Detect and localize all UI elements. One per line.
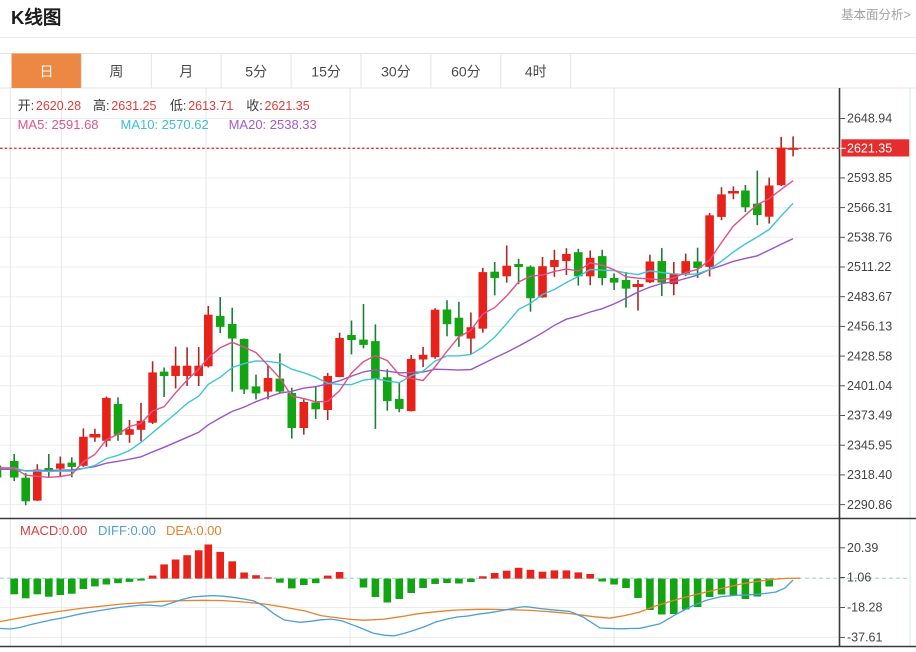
svg-text:4时: 4时 bbox=[525, 64, 547, 80]
svg-text:-18.28: -18.28 bbox=[847, 601, 882, 615]
svg-text:2613.71: 2613.71 bbox=[188, 99, 233, 113]
svg-text:20.39: 20.39 bbox=[847, 541, 878, 555]
svg-text:MA20: 2538.33: MA20: 2538.33 bbox=[229, 117, 317, 132]
svg-text:2456.13: 2456.13 bbox=[847, 320, 892, 334]
svg-text:周: 周 bbox=[109, 64, 123, 80]
svg-text:2483.67: 2483.67 bbox=[847, 290, 892, 304]
svg-text:2620.28: 2620.28 bbox=[36, 99, 81, 113]
svg-text:DIFF:0.00: DIFF:0.00 bbox=[98, 523, 156, 538]
svg-text:2428.58: 2428.58 bbox=[847, 349, 892, 363]
svg-text:月: 月 bbox=[179, 64, 193, 80]
svg-text:DEA:0.00: DEA:0.00 bbox=[166, 523, 222, 538]
svg-text:低:: 低: bbox=[170, 98, 187, 113]
svg-text:2566.31: 2566.31 bbox=[847, 201, 892, 215]
svg-text:MA5: 2591.68: MA5: 2591.68 bbox=[18, 117, 99, 132]
svg-text:15分: 15分 bbox=[311, 64, 341, 80]
svg-text:2631.25: 2631.25 bbox=[111, 99, 156, 113]
svg-text:2648.94: 2648.94 bbox=[847, 112, 892, 126]
svg-text:2621.35: 2621.35 bbox=[847, 142, 892, 156]
svg-text:-37.61: -37.61 bbox=[847, 631, 882, 645]
svg-text:收:: 收: bbox=[246, 98, 263, 113]
svg-text:60分: 60分 bbox=[451, 64, 481, 80]
svg-text:2318.40: 2318.40 bbox=[847, 468, 892, 482]
svg-text:2621.35: 2621.35 bbox=[265, 99, 310, 113]
svg-text:30分: 30分 bbox=[381, 64, 411, 80]
svg-text:2593.85: 2593.85 bbox=[847, 171, 892, 185]
svg-text:基本面分析>: 基本面分析> bbox=[841, 8, 911, 22]
svg-text:2538.76: 2538.76 bbox=[847, 231, 892, 245]
svg-text:1.06: 1.06 bbox=[847, 571, 871, 585]
svg-text:2290.86: 2290.86 bbox=[847, 498, 892, 512]
svg-text:2345.95: 2345.95 bbox=[847, 438, 892, 452]
svg-text:MA10: 2570.62: MA10: 2570.62 bbox=[121, 117, 209, 132]
svg-text:2373.49: 2373.49 bbox=[847, 409, 892, 423]
svg-text:2401.04: 2401.04 bbox=[847, 379, 892, 393]
svg-text:日: 日 bbox=[40, 64, 54, 80]
svg-text:5分: 5分 bbox=[245, 64, 267, 80]
svg-text:开:: 开: bbox=[18, 98, 35, 113]
svg-text:K线图: K线图 bbox=[11, 7, 61, 28]
svg-text:MACD:0.00: MACD:0.00 bbox=[20, 523, 87, 538]
svg-text:高:: 高: bbox=[93, 98, 110, 113]
svg-text:2511.22: 2511.22 bbox=[847, 260, 891, 274]
